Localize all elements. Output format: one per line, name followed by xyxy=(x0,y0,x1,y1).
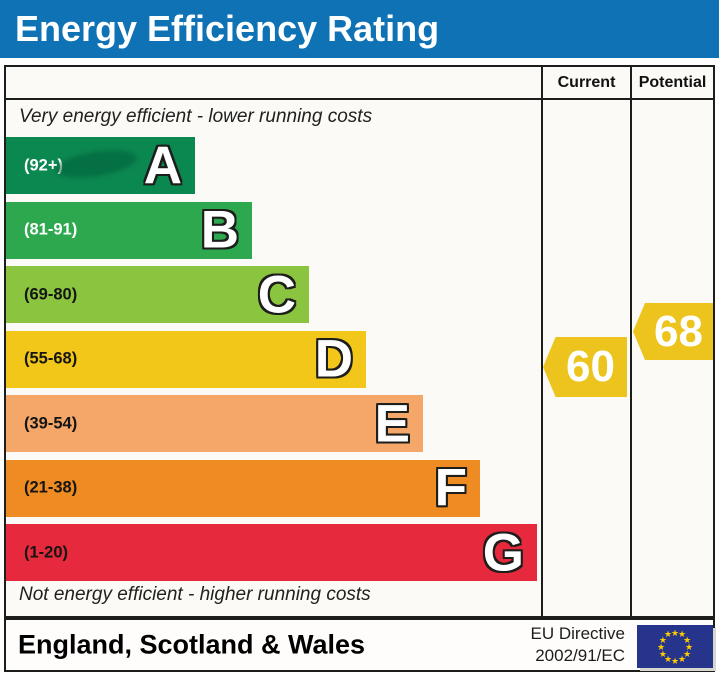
eu-directive-line1: EU Directive xyxy=(530,624,625,643)
eu-flag-star: ★ xyxy=(670,655,680,666)
eu-flag-star: ★ xyxy=(684,641,694,652)
band-range-label: (81-91) xyxy=(24,220,78,239)
current-rating-value: 60 xyxy=(566,342,615,391)
caption-not-efficient: Not energy efficient - higher running co… xyxy=(19,584,371,605)
eu-flag-star: ★ xyxy=(683,648,692,659)
band-row-g: (1-20) G xyxy=(6,524,537,581)
band-range-label: (1-20) xyxy=(24,543,69,561)
title-bar: Energy Efficiency Rating xyxy=(0,0,719,58)
eu-directive-label: EU Directive 2002/91/EC xyxy=(531,623,625,667)
band-letter: F xyxy=(434,458,467,518)
footer-bar: England, Scotland & Wales EU Directive 2… xyxy=(4,618,715,672)
region-label: England, Scotland & Wales xyxy=(18,629,366,660)
page-title: Energy Efficiency Rating xyxy=(15,8,440,49)
eu-directive-line2: 2002/91/EC xyxy=(535,646,625,665)
band-row-c: (69-80) C xyxy=(6,266,309,323)
band-range-label: (55-68) xyxy=(24,349,78,368)
band-range-label: (92+) xyxy=(24,156,63,174)
eu-flag-star: ★ xyxy=(658,634,667,645)
band-letter: D xyxy=(314,329,353,389)
band-range-label: (69-80) xyxy=(24,285,78,303)
eu-flag-star: ★ xyxy=(677,653,687,664)
potential-rating-value: 68 xyxy=(654,306,703,356)
band-letter: G xyxy=(482,523,524,582)
eu-flag-star: ★ xyxy=(677,629,687,640)
potential-column-header: Potential xyxy=(638,73,707,91)
band-range-label: (21-38) xyxy=(24,478,78,497)
column-divider-potential xyxy=(630,67,632,616)
eu-flag-star: ★ xyxy=(670,627,680,638)
band-letter: C xyxy=(257,265,296,324)
potential-rating-arrow: 68 xyxy=(633,303,713,360)
band-range-label: (39-54) xyxy=(24,414,78,432)
eu-flag-icon: ★ ★ ★ ★ ★ ★ ★ ★ ★ ★ ★ ★ xyxy=(637,625,713,668)
eu-flag-star: ★ xyxy=(663,629,673,640)
current-column-header: Current xyxy=(557,73,616,91)
band-letter: E xyxy=(374,394,410,453)
current-rating-arrow: 60 xyxy=(543,337,627,397)
band-row-f: (21-38) F xyxy=(6,458,480,518)
table-header-row xyxy=(6,67,713,100)
band-letter: A xyxy=(143,136,182,195)
band-row-d: (55-68) D xyxy=(6,329,366,389)
band-letter: B xyxy=(200,200,239,260)
caption-very-efficient: Very energy efficient - lower running co… xyxy=(19,106,373,127)
bands-container: (92+) A (81-91) B (69-80) C (55-68) D (39-54) E (2… xyxy=(6,67,541,616)
eu-flag-star: ★ xyxy=(658,648,667,659)
eu-flag-star: ★ xyxy=(683,634,692,645)
eu-flag-star: ★ xyxy=(663,653,673,664)
band-row-e: (39-54) E xyxy=(6,395,423,452)
band-row-b: (81-91) B xyxy=(6,200,252,260)
rating-table: Current Potential Very energy efficient … xyxy=(4,65,715,618)
column-divider-current xyxy=(541,67,543,616)
eu-flag-star: ★ xyxy=(656,641,666,652)
